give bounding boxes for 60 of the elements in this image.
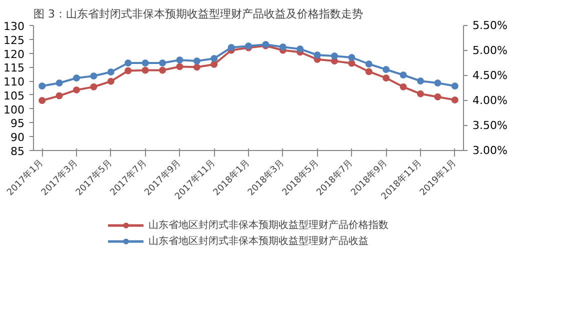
y2-tick-label: 5.00% [472,44,508,57]
point [142,66,149,74]
point [400,72,407,78]
legend-label: 山东省地区封闭式非保本预期收益型理财产品价格指数 [148,218,388,232]
point [107,78,114,85]
point [382,66,390,73]
point [193,58,200,64]
point [348,54,356,61]
y2-tick-label: 5.50% [472,19,508,32]
y-tick-label: 115 [4,62,25,75]
point [159,60,166,66]
y-tick-label: 85 [10,145,25,158]
point [210,55,218,62]
point [176,56,184,64]
y-tick-label: 100 [4,103,25,116]
point [348,60,356,67]
point [365,60,372,68]
point [365,68,372,76]
point [107,68,114,76]
point [142,60,149,66]
y-tick-label: 120 [4,48,25,61]
point [451,82,458,90]
point [38,97,46,104]
point [296,46,304,52]
point [176,63,184,70]
point [90,83,98,90]
point [279,44,286,50]
point [434,80,442,86]
point [314,52,321,58]
point [159,66,166,74]
point [228,44,235,51]
point [73,74,80,82]
y2-tick-label: 3.50% [472,119,508,132]
point [56,80,63,86]
y2-tick-label: 4.50% [472,69,508,82]
point [382,74,390,82]
point [124,60,132,66]
point [417,78,424,84]
point [434,93,442,100]
y-tick-label: 125 [4,34,25,47]
point [210,60,218,68]
legend-label: 山东省地区封闭式非保本预期收益型理财产品收益 [148,234,368,248]
point [193,64,200,71]
y-tick-label: 105 [4,89,25,102]
point [451,96,458,104]
y-tick-label: 130 [4,20,25,33]
chart-title: 图 3：山东省封闭式非保本预期收益型理财产品收益及价格指数走势 [34,8,363,20]
point [56,92,63,100]
point [400,83,407,90]
y2-tick-label: 3.00% [472,144,508,157]
point [124,67,132,74]
point [90,72,98,80]
point [331,52,338,60]
point [38,82,46,90]
point [73,86,80,94]
y-tick-label: 95 [10,117,25,130]
y-tick-label: 110 [4,76,25,89]
y2-tick-label: 4.00% [472,94,508,107]
point [417,90,424,98]
y-tick-label: 90 [10,131,25,144]
